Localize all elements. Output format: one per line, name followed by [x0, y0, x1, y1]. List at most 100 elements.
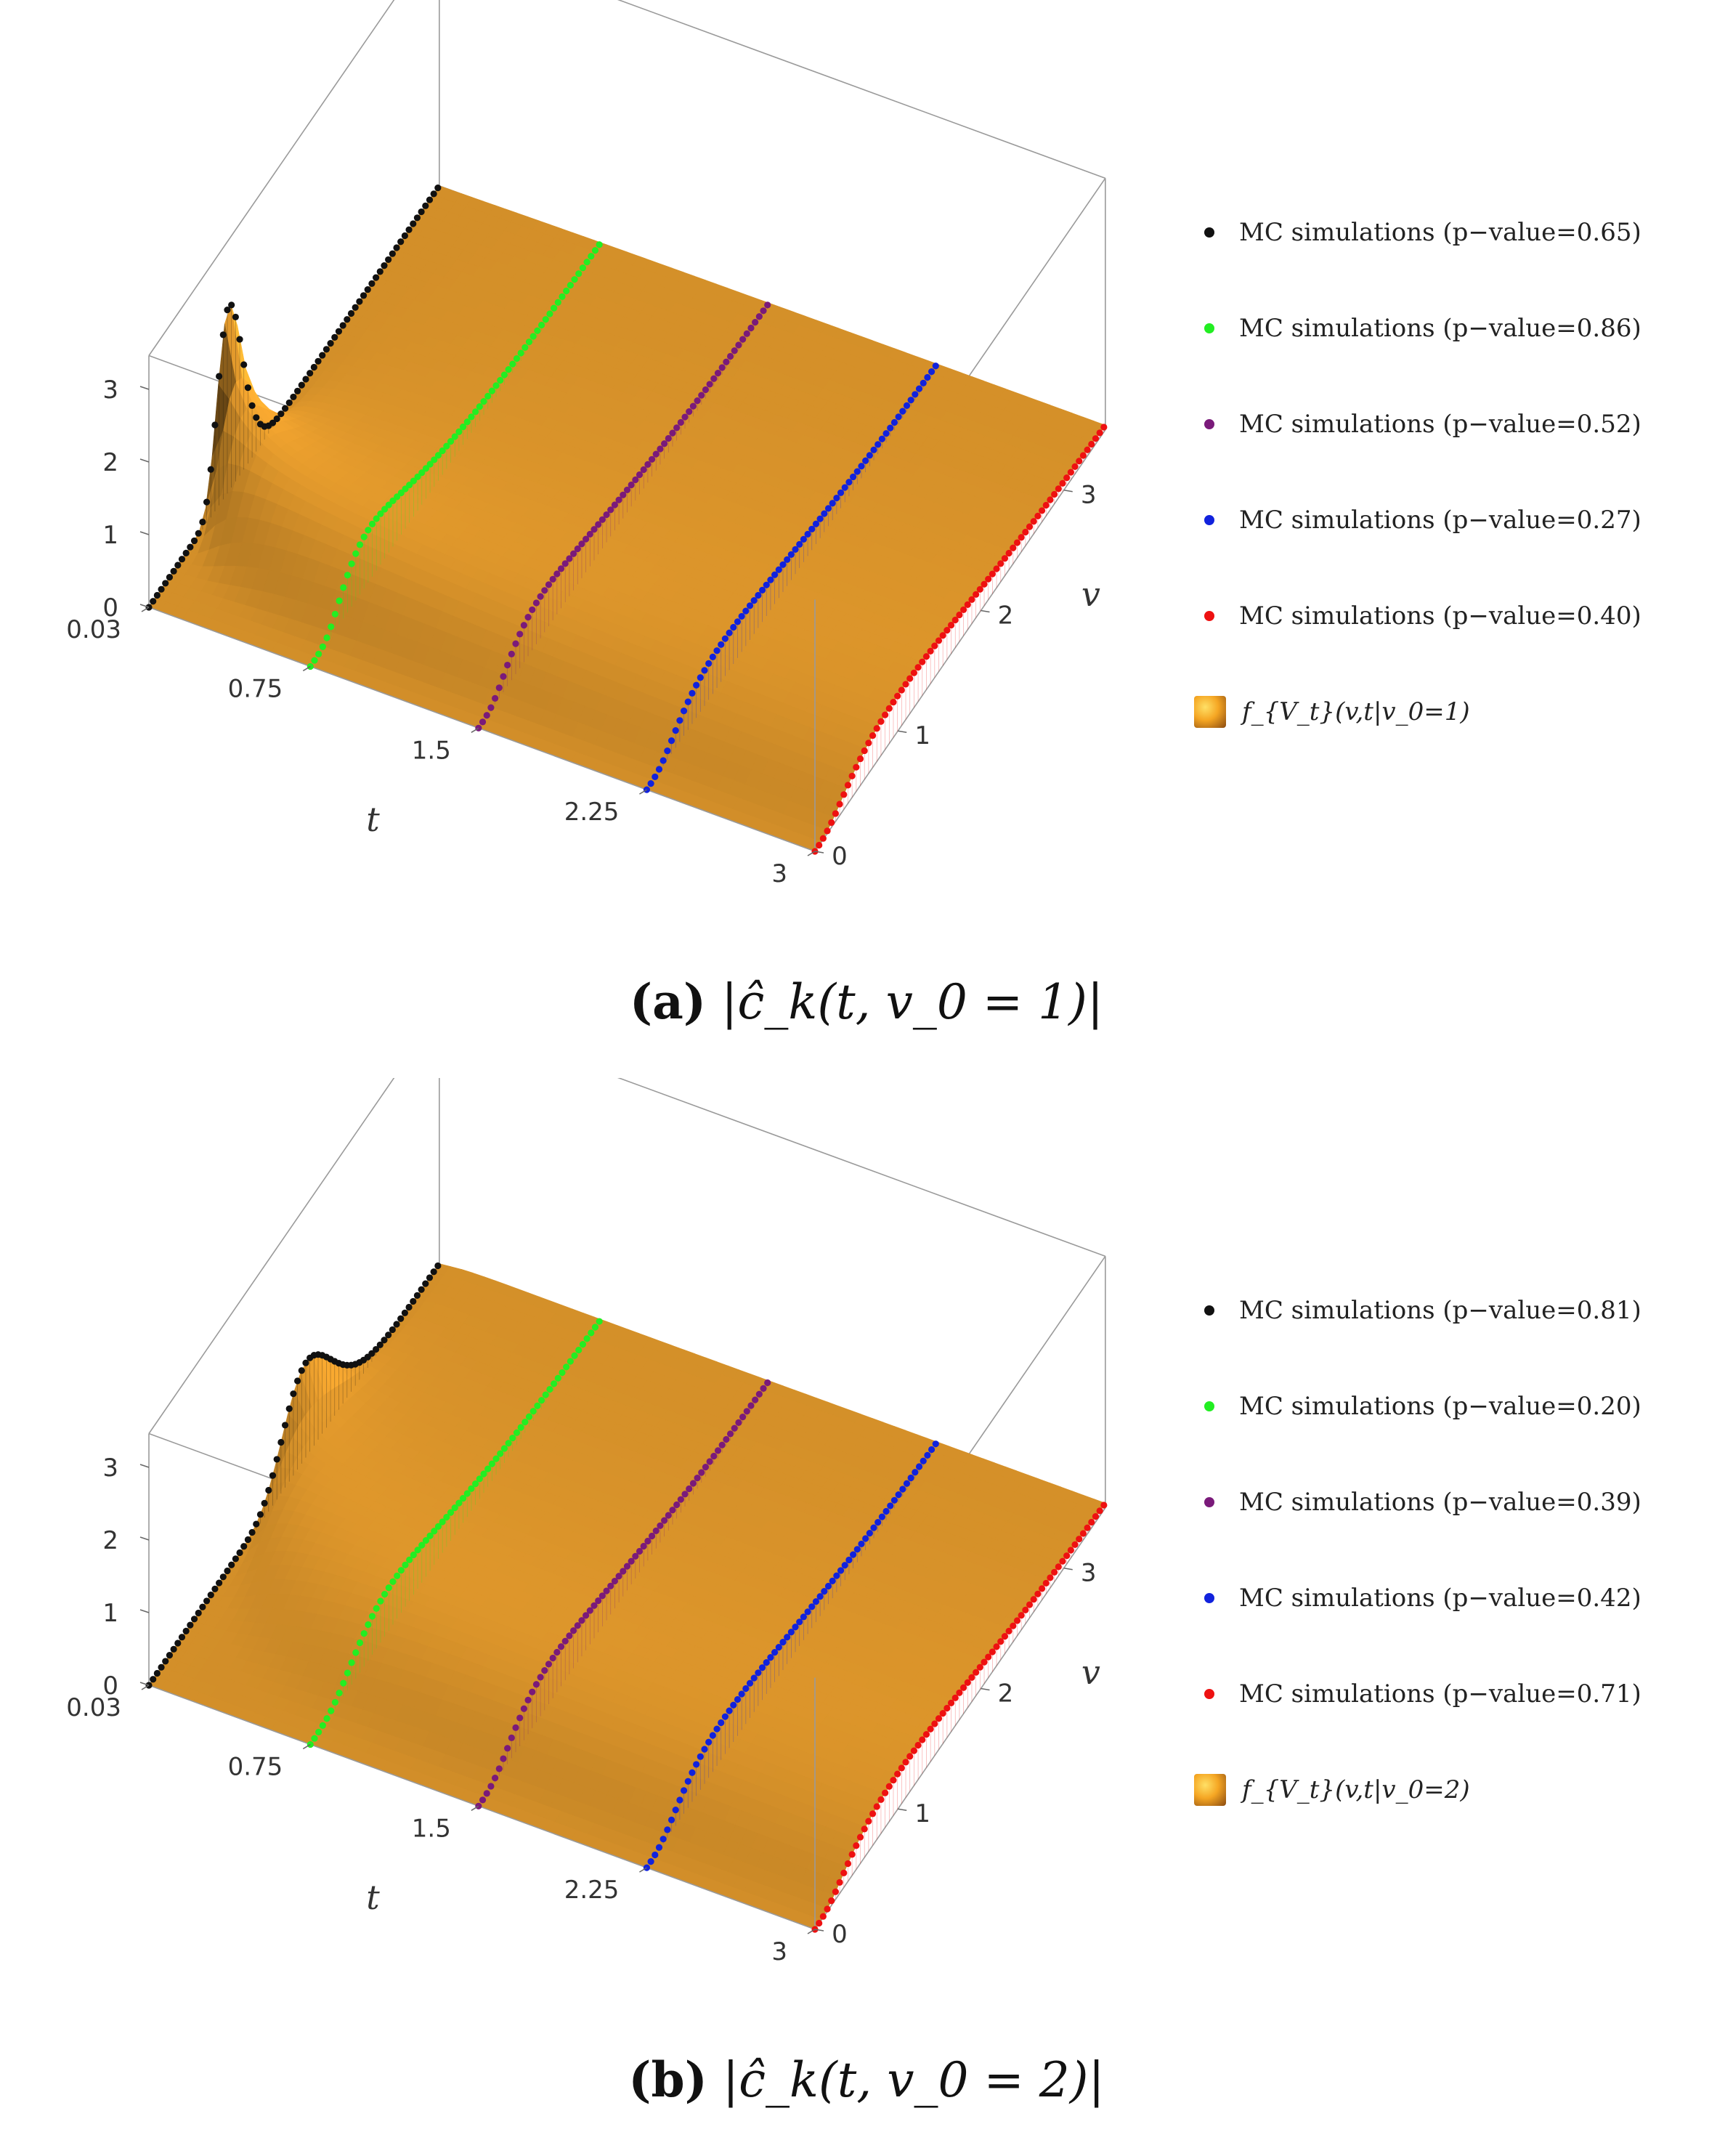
mc-point	[1042, 501, 1050, 509]
mc-point	[760, 307, 767, 315]
z-tick	[139, 386, 150, 390]
mc-point	[664, 747, 671, 755]
mc-point	[520, 622, 527, 629]
legend-item: MC simulations (p−value=0.27)	[1191, 498, 1641, 542]
mc-point	[1013, 539, 1021, 546]
mc-point	[178, 556, 186, 563]
mc-point	[298, 381, 305, 389]
mc-point	[495, 684, 503, 692]
mc-point	[476, 403, 483, 410]
mc-point	[525, 339, 533, 346]
mc-point	[327, 340, 334, 347]
mc-point	[669, 429, 676, 437]
mc-point	[1047, 496, 1054, 503]
mc-point	[873, 725, 880, 732]
mc-point	[203, 498, 211, 506]
mc-point	[841, 484, 848, 491]
mc-point	[862, 457, 869, 464]
mc-point	[898, 686, 905, 694]
mc-point	[698, 392, 705, 399]
mc-point	[541, 587, 548, 594]
mc-point	[932, 362, 939, 370]
mc-point	[311, 657, 318, 664]
mc-point	[1067, 469, 1074, 476]
mc-point	[232, 313, 239, 321]
mc-point	[207, 466, 214, 473]
legend-item-surface: f_{V_t}(v,t|v_0=1)	[1191, 690, 1470, 734]
mc-point	[368, 520, 376, 527]
v-tick	[981, 609, 990, 613]
mc-point	[381, 262, 388, 270]
mc-point	[907, 397, 914, 404]
mc-point	[216, 373, 223, 380]
mc-point	[922, 653, 930, 660]
legend-marker	[1204, 227, 1214, 238]
box-edge	[617, 1078, 1106, 1257]
mc-point	[591, 247, 599, 254]
mc-point	[718, 641, 725, 648]
mc-point	[328, 623, 335, 631]
mc-point	[509, 360, 516, 368]
mc-point	[549, 575, 556, 583]
mc-point	[281, 405, 289, 412]
mc-point	[344, 572, 352, 579]
t-tick-label: 1.5	[412, 736, 451, 765]
legend-marker	[1204, 611, 1214, 621]
mc-point	[1092, 435, 1100, 442]
mc-point	[920, 379, 927, 386]
mc-point	[657, 445, 664, 453]
mc-point	[401, 232, 408, 240]
mc-point	[500, 371, 508, 378]
mc-point	[1096, 429, 1103, 437]
mc-point	[848, 772, 856, 779]
mc-point	[537, 593, 544, 600]
mc-point	[294, 387, 301, 394]
mc-point	[735, 341, 742, 349]
mc-point	[426, 196, 434, 203]
mc-point	[816, 841, 823, 849]
mc-point	[821, 510, 828, 517]
mc-point	[828, 819, 835, 826]
mc-point	[1038, 507, 1046, 514]
mc-point	[150, 598, 157, 605]
mc-point	[935, 637, 943, 644]
mc-point	[513, 354, 521, 362]
density-surface	[148, 1263, 1106, 1930]
mc-point	[504, 661, 511, 669]
mc-point	[681, 413, 689, 421]
mc-point	[248, 402, 256, 409]
caption-math: |ĉ_k(t, v_0 = 1)|	[721, 974, 1104, 1030]
mc-point	[405, 226, 413, 233]
mc-point	[484, 392, 492, 400]
mc-point	[410, 220, 417, 227]
surface-swatch	[1194, 696, 1226, 728]
mc-point	[314, 357, 322, 365]
mc-point	[877, 718, 885, 725]
mc-point	[993, 565, 1000, 572]
mc-point	[521, 344, 529, 351]
mc-point	[861, 747, 868, 755]
mc-point	[389, 250, 396, 257]
mc-point	[894, 692, 901, 700]
mc-point	[340, 584, 347, 591]
mc-point	[885, 705, 893, 712]
mc-point	[931, 642, 938, 649]
v-tick-label: 1	[914, 721, 930, 750]
mc-point	[190, 537, 198, 545]
mc-point	[583, 259, 590, 266]
mc-point	[364, 285, 371, 293]
mc-point	[915, 385, 923, 392]
mc-point	[726, 352, 734, 360]
mc-point	[755, 313, 763, 320]
mc-point	[850, 473, 857, 481]
mc-point	[310, 363, 317, 371]
mc-point	[878, 435, 885, 442]
mc-point	[912, 391, 919, 398]
mc-point	[487, 704, 495, 711]
mc-point	[529, 333, 537, 340]
mc-point	[315, 650, 322, 657]
mc-point	[166, 574, 174, 581]
mc-point	[508, 650, 515, 657]
mc-point	[743, 330, 750, 337]
mc-point	[1079, 452, 1087, 459]
